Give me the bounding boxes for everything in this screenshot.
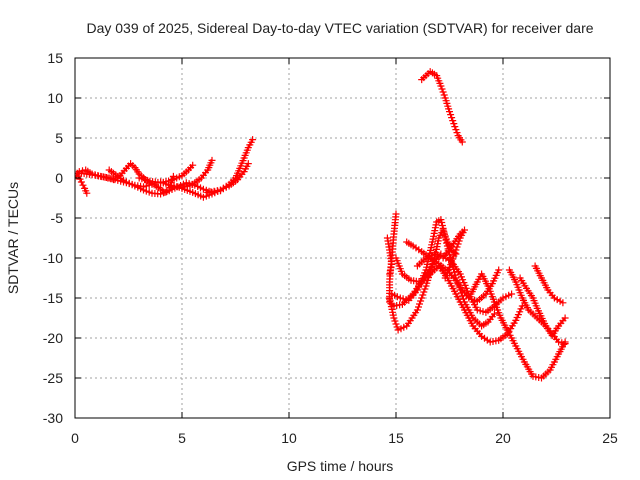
data-point bbox=[454, 280, 462, 288]
data-point bbox=[453, 243, 461, 251]
x-tick-label: 15 bbox=[388, 430, 404, 446]
x-tick-label: 20 bbox=[495, 430, 511, 446]
data-point bbox=[392, 320, 400, 328]
data-point bbox=[451, 249, 459, 257]
data-point bbox=[438, 85, 446, 93]
x-tick-label: 25 bbox=[602, 430, 618, 446]
data-point bbox=[458, 292, 466, 300]
data-point bbox=[453, 129, 461, 137]
data-point bbox=[456, 286, 464, 294]
data-point bbox=[446, 108, 453, 116]
y-tick-label: 10 bbox=[47, 90, 63, 106]
data-point bbox=[452, 246, 460, 254]
data-point bbox=[457, 289, 465, 297]
series-arc-18 bbox=[467, 270, 569, 382]
data-point bbox=[416, 300, 423, 308]
y-tick-label: -15 bbox=[43, 290, 63, 306]
data-point bbox=[440, 91, 448, 99]
series-arc-9 bbox=[418, 68, 466, 146]
data-point bbox=[419, 291, 427, 299]
data-point bbox=[438, 219, 446, 226]
data-point bbox=[415, 303, 422, 311]
x-axis-label: GPS time / hours bbox=[287, 458, 394, 474]
axis-ticks: 0 5 10 15 20 25 -30 -25 -20 -15 -10 -5 0 5 10 15 bbox=[43, 50, 618, 446]
data-point bbox=[390, 314, 398, 322]
series-arc-21 bbox=[531, 262, 567, 307]
x-tick-label: 5 bbox=[178, 430, 186, 446]
data-point bbox=[559, 299, 567, 307]
data-point bbox=[417, 297, 425, 305]
x-tick-label: 0 bbox=[71, 430, 79, 446]
data-point bbox=[393, 323, 401, 331]
data-point bbox=[490, 310, 498, 318]
data-point bbox=[495, 266, 503, 274]
data-point bbox=[561, 340, 569, 348]
data-point bbox=[439, 88, 447, 96]
data-point bbox=[449, 255, 457, 263]
data-point bbox=[447, 111, 455, 119]
data-point bbox=[79, 181, 87, 189]
data-point bbox=[244, 160, 252, 168]
data-point bbox=[451, 123, 459, 131]
data-point bbox=[413, 306, 421, 314]
data-point bbox=[453, 277, 461, 285]
data-point bbox=[83, 189, 91, 197]
data-point bbox=[450, 120, 458, 128]
data-point bbox=[208, 156, 216, 164]
series-arc-17 bbox=[439, 226, 468, 282]
data-point bbox=[455, 237, 463, 245]
data-point bbox=[452, 274, 460, 282]
data-point bbox=[455, 283, 463, 291]
x-tick-label: 10 bbox=[281, 430, 297, 446]
data-point bbox=[561, 314, 569, 322]
data-point bbox=[555, 338, 563, 346]
series-arc-3 bbox=[77, 160, 177, 196]
y-tick-label: 15 bbox=[47, 50, 63, 66]
y-axis-label: SDTVAR / TECUs bbox=[5, 182, 21, 294]
data-point bbox=[449, 117, 457, 125]
data-point bbox=[456, 234, 464, 242]
data-point bbox=[454, 240, 462, 248]
grid bbox=[75, 58, 610, 418]
y-tick-label: -30 bbox=[43, 410, 63, 426]
data-point bbox=[558, 339, 566, 347]
series-arc-20 bbox=[516, 274, 569, 340]
axis-frame bbox=[74, 57, 611, 419]
y-tick-label: -25 bbox=[43, 370, 63, 386]
data-point bbox=[450, 252, 458, 260]
data-point bbox=[442, 236, 450, 244]
data-point bbox=[437, 82, 445, 90]
y-tick-label: -10 bbox=[43, 250, 63, 266]
data-point bbox=[418, 294, 426, 302]
data-point bbox=[249, 136, 257, 144]
data-point bbox=[77, 178, 85, 186]
y-tick-label: 5 bbox=[55, 130, 63, 146]
data-point bbox=[459, 295, 467, 303]
data-point bbox=[452, 126, 460, 134]
data-point bbox=[448, 114, 456, 122]
data-point bbox=[508, 290, 516, 298]
data-point bbox=[441, 274, 449, 282]
data-point bbox=[189, 161, 197, 169]
data-point bbox=[458, 138, 466, 146]
data-point bbox=[440, 227, 448, 235]
plot-area bbox=[75, 68, 569, 382]
series-arc-8 bbox=[204, 136, 257, 196]
data-point bbox=[421, 285, 429, 293]
data-point bbox=[420, 288, 428, 296]
chart-title: Day 039 of 2025, Sidereal Day-to-day VTE… bbox=[86, 20, 593, 36]
y-tick-label: 0 bbox=[55, 170, 63, 186]
y-tick-label: -20 bbox=[43, 330, 63, 346]
data-point bbox=[391, 317, 399, 325]
y-tick-label: -5 bbox=[51, 210, 64, 226]
